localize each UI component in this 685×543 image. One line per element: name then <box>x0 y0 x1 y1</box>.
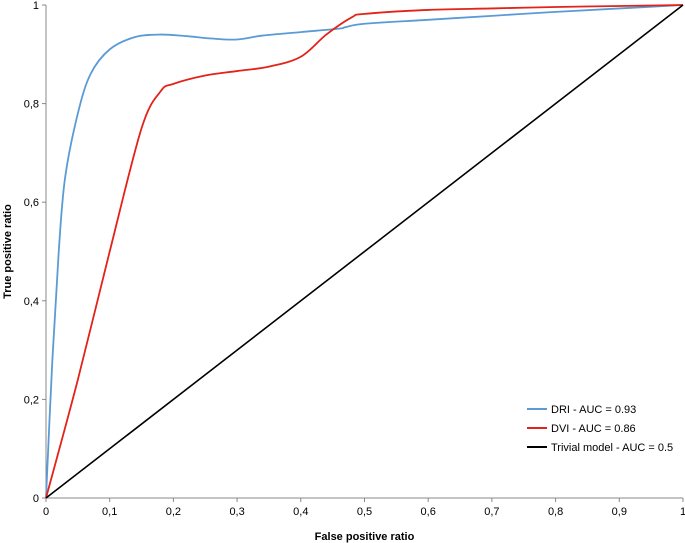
legend: DRI - AUC = 0.93 DVI - AUC = 0.86 Trivial … <box>527 404 673 454</box>
legend-item-trivial: Trivial model - AUC = 0.5 <box>527 442 673 454</box>
x-tick-label: 0,2 <box>166 506 181 518</box>
x-tick-label: 0,5 <box>357 506 372 518</box>
y-tick-label: 0,2 <box>24 394 39 406</box>
series-line-dvi <box>45 4 684 499</box>
x-tick-label: 0 <box>43 506 49 518</box>
x-tick-label: 0,9 <box>612 506 627 518</box>
legend-label: DVI - AUC = 0.86 <box>551 423 636 435</box>
legend-item-dri: DRI - AUC = 0.93 <box>527 404 636 416</box>
series-line-dri <box>45 4 684 499</box>
x-axis-title: False positive ratio <box>315 531 415 543</box>
y-tick-label: 0 <box>33 493 39 505</box>
series-lines <box>45 4 684 499</box>
x-tick-label: 0,8 <box>548 506 563 518</box>
series-line-trivial <box>45 4 684 499</box>
legend-item-dvi: DVI - AUC = 0.86 <box>527 423 636 435</box>
x-tick-label: 1 <box>680 506 685 518</box>
y-tick-label: 0,8 <box>24 99 39 111</box>
y-axis-ticks: 0 0,2 0,4 0,6 0,8 1 <box>24 0 46 505</box>
x-tick-label: 0,1 <box>102 506 117 518</box>
x-tick-label: 0,6 <box>421 506 436 518</box>
y-tick-label: 0,6 <box>24 197 39 209</box>
legend-label: Trivial model - AUC = 0.5 <box>551 442 673 454</box>
y-tick-label: 0,4 <box>24 296 39 308</box>
y-tick-label: 1 <box>33 0 39 12</box>
y-axis-title: True positive ratio <box>2 204 14 299</box>
legend-label: DRI - AUC = 0.93 <box>551 404 636 416</box>
x-axis-ticks: 0 0,1 0,2 0,3 0,4 0,5 0,6 0,7 0,8 0,9 1 <box>43 498 685 518</box>
x-tick-label: 0,7 <box>484 506 499 518</box>
x-tick-label: 0,4 <box>293 506 308 518</box>
x-tick-label: 0,3 <box>229 506 244 518</box>
